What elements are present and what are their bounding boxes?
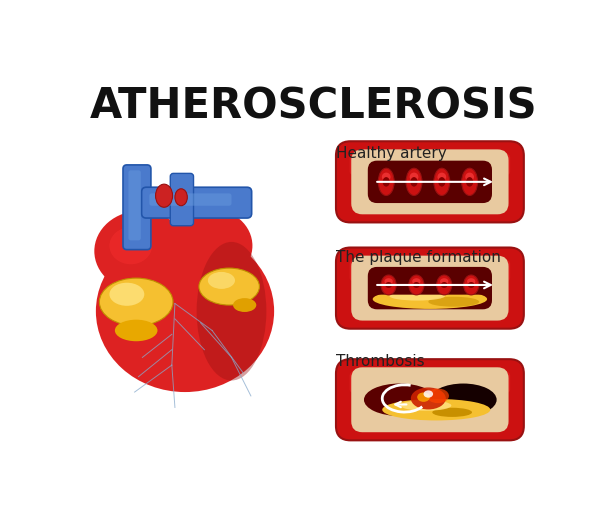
Ellipse shape — [417, 392, 430, 402]
Ellipse shape — [400, 400, 451, 411]
Ellipse shape — [412, 278, 420, 284]
FancyBboxPatch shape — [336, 141, 524, 223]
Text: ATHEROSCLEROSIS: ATHEROSCLEROSIS — [90, 86, 537, 128]
Ellipse shape — [466, 177, 473, 186]
Ellipse shape — [432, 408, 472, 417]
Ellipse shape — [364, 384, 436, 416]
Ellipse shape — [434, 168, 450, 196]
Ellipse shape — [110, 283, 144, 306]
Ellipse shape — [427, 389, 449, 403]
Ellipse shape — [428, 297, 479, 307]
Ellipse shape — [96, 230, 274, 392]
Ellipse shape — [436, 275, 452, 295]
Ellipse shape — [409, 275, 424, 295]
Ellipse shape — [464, 275, 479, 295]
FancyBboxPatch shape — [141, 187, 252, 218]
FancyBboxPatch shape — [336, 247, 524, 329]
Ellipse shape — [430, 384, 496, 416]
Ellipse shape — [382, 177, 390, 186]
Ellipse shape — [233, 298, 256, 312]
FancyBboxPatch shape — [336, 359, 524, 440]
Text: Healthy artery: Healthy artery — [336, 146, 447, 161]
Ellipse shape — [382, 399, 490, 421]
FancyBboxPatch shape — [351, 256, 509, 321]
Ellipse shape — [175, 189, 187, 206]
Ellipse shape — [411, 388, 446, 409]
Ellipse shape — [440, 278, 449, 284]
Ellipse shape — [196, 242, 266, 380]
Ellipse shape — [169, 209, 252, 283]
FancyBboxPatch shape — [368, 161, 492, 203]
Ellipse shape — [389, 292, 445, 301]
FancyBboxPatch shape — [368, 267, 492, 309]
FancyBboxPatch shape — [370, 270, 490, 295]
FancyBboxPatch shape — [129, 170, 141, 240]
Text: The plaque formation: The plaque formation — [336, 249, 501, 265]
Ellipse shape — [411, 177, 417, 186]
Ellipse shape — [467, 278, 476, 284]
FancyBboxPatch shape — [349, 260, 510, 281]
Ellipse shape — [208, 272, 235, 289]
Ellipse shape — [381, 275, 396, 295]
Ellipse shape — [94, 211, 187, 292]
Ellipse shape — [373, 289, 487, 309]
FancyBboxPatch shape — [349, 372, 510, 393]
Ellipse shape — [385, 282, 392, 288]
Ellipse shape — [378, 168, 394, 196]
Ellipse shape — [461, 168, 477, 196]
Ellipse shape — [382, 173, 390, 181]
Ellipse shape — [468, 282, 474, 288]
Ellipse shape — [438, 173, 446, 181]
Ellipse shape — [155, 184, 173, 207]
Ellipse shape — [409, 173, 419, 181]
FancyBboxPatch shape — [349, 154, 510, 175]
Ellipse shape — [199, 268, 259, 305]
Ellipse shape — [424, 390, 433, 398]
Ellipse shape — [384, 278, 393, 284]
Ellipse shape — [441, 282, 447, 288]
Ellipse shape — [110, 227, 152, 264]
FancyBboxPatch shape — [123, 165, 151, 249]
FancyBboxPatch shape — [149, 194, 231, 206]
Ellipse shape — [438, 177, 446, 186]
Ellipse shape — [99, 278, 173, 326]
FancyBboxPatch shape — [170, 173, 193, 226]
Ellipse shape — [465, 173, 474, 181]
FancyBboxPatch shape — [351, 367, 509, 432]
Ellipse shape — [406, 168, 422, 196]
Ellipse shape — [413, 282, 420, 288]
Text: Thrombosis: Thrombosis — [336, 354, 425, 369]
Ellipse shape — [115, 320, 157, 341]
FancyBboxPatch shape — [351, 149, 509, 214]
